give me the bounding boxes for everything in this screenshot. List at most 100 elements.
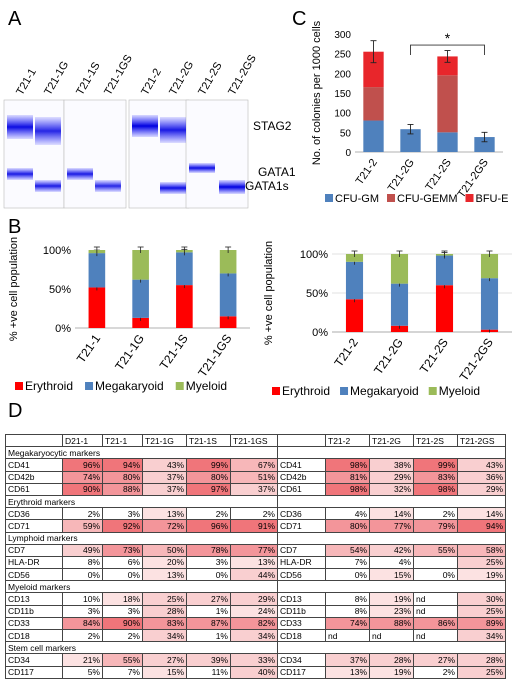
value-cell: 90% — [62, 482, 103, 496]
value-cell: 27% — [186, 592, 231, 606]
value-cell: 25% — [457, 665, 506, 679]
value-cell: 80% — [102, 470, 143, 484]
value-cell: 37% — [142, 470, 187, 484]
y-tick-label: 0 — [345, 148, 351, 159]
value-cell: 83% — [142, 616, 187, 631]
value-cell: 50% — [142, 543, 187, 557]
value-cell: 72% — [142, 519, 187, 533]
legend-label: CFU-GEMM — [397, 193, 458, 205]
marker-name: CD13 — [5, 592, 63, 606]
value-cell: 74% — [62, 470, 103, 484]
value-cell: 8% — [325, 592, 370, 606]
value-cell: 98% — [325, 458, 370, 472]
value-cell: 6% — [102, 555, 143, 570]
value-cell: 19% — [369, 665, 414, 679]
value-cell: 80% — [186, 470, 231, 484]
blot-band — [7, 115, 33, 139]
value-cell: 90% — [102, 616, 143, 631]
value-cell: 29% — [457, 482, 506, 496]
significance-bracket — [410, 44, 485, 56]
value-cell: 13% — [142, 568, 187, 582]
value-cell: 3% — [62, 604, 103, 618]
blot-band — [160, 117, 186, 143]
marker-name: CD56 — [277, 568, 326, 582]
value-cell: 39% — [186, 653, 231, 667]
column-header — [5, 433, 63, 448]
marker-name: CD117 — [277, 665, 326, 679]
value-cell: 27% — [413, 653, 458, 667]
table-row: HLA-DR 8% 6% 20% 3% 13% HLA-DR 7% 4% 25% — [5, 555, 506, 570]
value-cell: 0% — [186, 568, 231, 582]
legend-label: Megakaryoid — [95, 379, 164, 393]
bar-segment — [480, 278, 499, 330]
marker-name: CD11b — [277, 604, 326, 618]
bar-segment — [219, 316, 237, 328]
value-cell: 15% — [369, 568, 414, 582]
value-cell: 8% — [62, 555, 103, 570]
lane-label: T21-1S — [74, 60, 102, 97]
value-cell: 20% — [142, 555, 187, 570]
value-cell: 2% — [186, 507, 231, 521]
value-cell: 89% — [457, 616, 506, 631]
y-tick-label: 100% — [43, 245, 71, 257]
value-cell: 10% — [62, 592, 103, 606]
legend-label: Megakaryoid — [350, 384, 419, 398]
value-cell: 40% — [230, 665, 278, 679]
table-row: CD117 5% 7% 15% 11% 40% CD117 13% 19% 2% 25% — [5, 665, 506, 679]
value-cell: 58% — [457, 543, 506, 557]
bar-segment — [219, 273, 237, 317]
section-spacer — [277, 641, 506, 655]
value-cell: 34% — [457, 628, 506, 643]
bar-segment — [400, 129, 421, 152]
value-cell: 34% — [142, 628, 187, 643]
phenotype-chart-2: % +ve cell population 0% 50% 100% T21-2 T21-2… — [263, 241, 512, 398]
bar-segment — [363, 51, 384, 88]
value-cell: 78% — [186, 543, 231, 557]
y-tick-label: 200 — [334, 69, 351, 80]
marker-name: CD18 — [5, 628, 63, 643]
blot-band — [219, 180, 245, 194]
marker-name: CD41 — [277, 458, 326, 472]
blot-band — [67, 168, 93, 180]
y-tick-label: 250 — [334, 50, 351, 61]
value-cell: 49% — [62, 543, 103, 557]
value-cell: 21% — [62, 653, 103, 667]
value-cell: 73% — [102, 543, 143, 557]
bar-segment — [435, 255, 454, 286]
legend-label: CFU-GM — [335, 193, 379, 205]
table-row: CD61 90% 88% 37% 97% 37% CD61 98% 32% 98% 29% — [5, 482, 506, 496]
panel-c-label: C — [292, 8, 307, 30]
value-cell: 24% — [230, 604, 278, 618]
table-row: CD33 84% 90% 83% 87% 82% CD33 74% 88% 86% 89% — [5, 616, 506, 631]
blot-band — [132, 115, 158, 137]
value-cell: 3% — [102, 604, 143, 618]
value-cell: 3% — [102, 507, 143, 521]
value-cell: 13% — [325, 665, 370, 679]
section-row: Megakaryocytic markers — [5, 446, 506, 460]
blot-band — [189, 163, 215, 173]
column-header: T21-2G — [369, 433, 414, 448]
lane-label: T21-1G — [42, 59, 71, 97]
marker-name: CD71 — [5, 519, 63, 533]
value-cell: 94% — [457, 519, 506, 533]
value-cell: nd — [413, 604, 458, 618]
x-tick-label: T21-1G — [112, 332, 147, 373]
value-cell: 44% — [230, 568, 278, 582]
value-cell: 55% — [102, 653, 143, 667]
blot-band — [160, 182, 186, 194]
x-tick-label: T21-2GS — [457, 336, 496, 384]
column-header: T21-1GS — [230, 433, 278, 448]
x-tick-label: T21-2G — [371, 336, 406, 377]
value-cell: 2% — [230, 507, 278, 521]
value-cell: 55% — [413, 543, 458, 557]
value-cell: 2% — [102, 628, 143, 643]
section-spacer — [277, 580, 506, 594]
legend-swatch — [465, 194, 474, 202]
legend-swatch — [175, 382, 184, 390]
value-cell: 25% — [457, 555, 506, 570]
legend-label: Myeloid — [186, 379, 227, 393]
bar-segment — [437, 132, 458, 152]
value-cell: 30% — [457, 592, 506, 606]
value-cell: 29% — [230, 592, 278, 606]
value-cell: 91% — [230, 519, 278, 533]
